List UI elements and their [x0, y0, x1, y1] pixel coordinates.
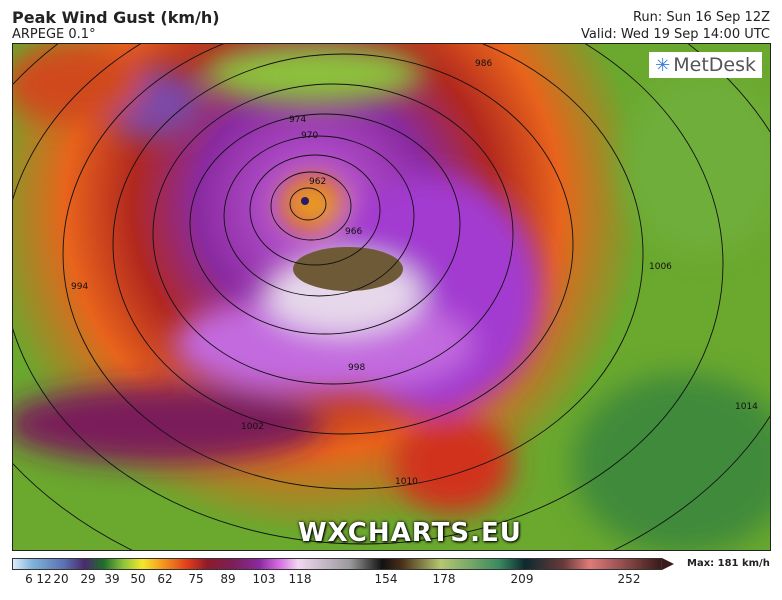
isobar-label: 1006 [649, 262, 672, 272]
scale-tick: 103 [252, 572, 276, 586]
scale-tick: 75 [188, 572, 204, 586]
scale-tick: 39 [104, 572, 120, 586]
isobar-label: 970 [301, 131, 318, 141]
model-label: ARPEGE 0.1° [12, 27, 96, 42]
max-gust-label: Max: 181 km/h [687, 558, 770, 569]
scale-tick: 6 [25, 572, 33, 586]
isobar-label: 962 [309, 177, 326, 187]
scale-tick: 178 [432, 572, 456, 586]
scale-tick: 209 [510, 572, 534, 586]
scale-tick: 50 [130, 572, 146, 586]
isobar-label: 1010 [395, 477, 418, 487]
isobar-label: 998 [348, 363, 365, 373]
scale-tick: 29 [80, 572, 96, 586]
isobar-label: 986 [475, 59, 492, 69]
metdesk-star-icon: ✳ [655, 54, 671, 76]
scale-tick: 154 [374, 572, 398, 586]
isobar-label: 974 [289, 115, 306, 125]
metdesk-logo: ✳ MetDesk [649, 52, 762, 78]
max-gust-core [293, 247, 403, 291]
isobar-label: 1002 [241, 422, 264, 432]
isobar-label: 994 [71, 282, 88, 292]
chart-title: Peak Wind Gust (km/h) [12, 8, 220, 27]
isobar-label: 966 [345, 227, 362, 237]
wind-gust-map[interactable]: 974 970 962 966 986 994 998 1002 1006 10… [12, 43, 771, 551]
scale-tick: 62 [157, 572, 173, 586]
scale-tick: 12 [36, 572, 52, 586]
scale-tick: 118 [288, 572, 312, 586]
valid-time: Valid: Wed 19 Sep 14:00 UTC [581, 27, 770, 42]
watermark: WXCHARTS.EU [298, 518, 522, 548]
scale-tick: 20 [53, 572, 69, 586]
color-scale-bar [12, 558, 662, 570]
isobars [13, 44, 770, 550]
scale-tick: 252 [617, 572, 641, 586]
map-field: 974 970 962 966 986 994 998 1002 1006 10… [13, 44, 770, 550]
run-time: Run: Sun 16 Sep 12Z [632, 10, 770, 25]
scale-tick: 89 [220, 572, 236, 586]
isobar-label: 1014 [735, 402, 758, 412]
color-scale-arrow [662, 558, 674, 570]
